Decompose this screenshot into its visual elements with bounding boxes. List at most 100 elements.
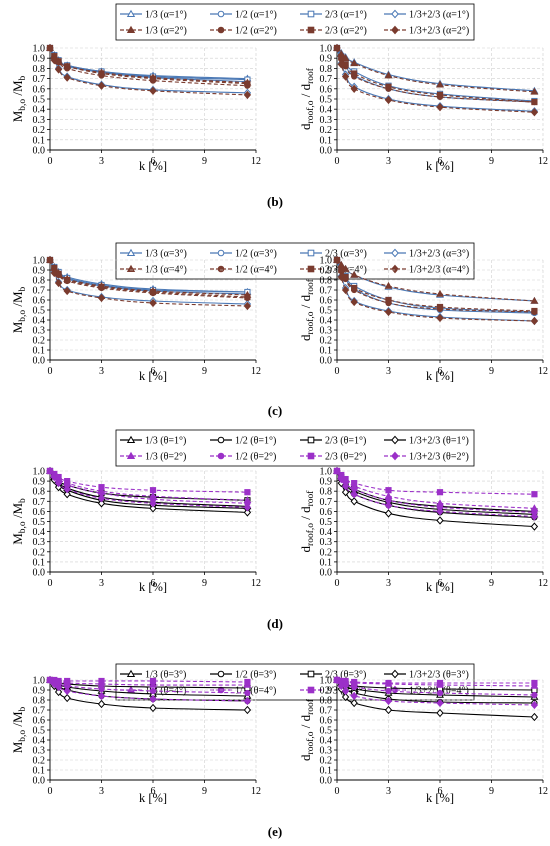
y-tick-label: 0.2 [320, 336, 333, 347]
y-tick-label: 0.1 [320, 346, 333, 357]
legend-label: 1/3+2/3 (θ=2°) [409, 452, 469, 463]
legend-label: 1/3 (θ=3°) [145, 670, 186, 681]
plot-area: 0.00.10.20.30.40.50.60.70.80.91.0 0 3 6 9 12 k… [10, 467, 261, 595]
data-point [341, 692, 350, 702]
x-tick-label: 6 [438, 578, 443, 589]
legend-marker [126, 25, 136, 33]
legend-marker [126, 435, 136, 443]
x-axis-label: k [%] [139, 580, 167, 594]
y-tick-label: 1.0 [320, 44, 333, 55]
data-point [149, 504, 157, 513]
y-tick-label: 0.0 [320, 146, 333, 157]
data-point [337, 474, 345, 484]
legend-label: 2/3 (α=1°) [325, 10, 367, 21]
y-tick-label: 0.5 [320, 517, 333, 528]
data-point [385, 687, 392, 695]
data-point [149, 703, 157, 713]
data-point [243, 503, 252, 512]
x-tick-label: 3 [99, 786, 104, 797]
data-series [333, 466, 539, 521]
y-tick-label: 0.5 [33, 517, 46, 528]
y-tick-label: 1.0 [320, 676, 333, 687]
data-point [149, 75, 157, 82]
data-point [384, 71, 393, 79]
data-point [436, 689, 444, 697]
y-axis-label: Mb,o /Mb [10, 75, 28, 122]
data-point [244, 678, 251, 686]
x-axis-label: k [%] [139, 159, 167, 173]
data-series [333, 44, 538, 105]
data-point [97, 293, 106, 303]
legend-label: 1/2 (θ=3°) [235, 670, 276, 681]
data-point [63, 490, 71, 499]
y-tick-label: 0.6 [320, 716, 333, 727]
y-tick-label: 0.3 [33, 326, 46, 337]
legend-marker [391, 25, 399, 35]
legend-label: 1/3+2/3 (θ=3°) [409, 670, 469, 681]
y-tick-label: 0.1 [33, 557, 46, 568]
data-point [350, 698, 358, 708]
data-series [333, 43, 539, 94]
plot-area: 0.00.10.20.30.40.50.60.70.80.91.0 0 3 6 9 12 k… [298, 467, 548, 595]
legend-marker [391, 435, 399, 445]
data-point [50, 472, 58, 482]
data-point [384, 696, 393, 706]
legend-marker [217, 436, 225, 444]
legend-marker [391, 9, 399, 19]
x-tick-label: 6 [151, 578, 156, 589]
legend-label: 1/2 (θ=4°) [235, 686, 276, 697]
y-tick-label: 0.0 [33, 568, 46, 579]
legend-label: 1/3+2/3 (α=1°) [409, 10, 469, 21]
x-tick-label: 12 [251, 786, 261, 797]
x-tick-label: 12 [538, 786, 548, 797]
legend: 1/3 (α=3°) 1/2 (α=3°) 2/3 (α=3°) 1/3+2/3 (α… [115, 242, 475, 280]
data-point [149, 499, 157, 508]
y-tick-label: 0.5 [33, 95, 46, 106]
legend-marker [307, 26, 315, 34]
plot-area: 0.00.10.20.30.40.50.60.70.80.91.0 0 3 6 9 12 k… [10, 256, 261, 384]
legend-marker [391, 248, 399, 258]
y-tick-label: 0.8 [320, 696, 333, 707]
x-tick-label: 0 [48, 156, 53, 167]
y-tick-label: 0.6 [320, 84, 333, 95]
y-tick-label: 0.7 [33, 497, 46, 508]
x-tick-label: 0 [335, 786, 340, 797]
data-point [436, 679, 444, 687]
y-tick-label: 0.4 [320, 316, 333, 327]
x-tick-label: 6 [438, 156, 443, 167]
data-point [385, 679, 392, 687]
data-point [350, 84, 358, 93]
data-point [530, 296, 539, 304]
data-point [244, 80, 251, 87]
y-tick-label: 0.1 [33, 766, 46, 777]
y-tick-label: 0.0 [320, 568, 333, 579]
data-point [384, 501, 393, 510]
y-tick-label: 0.8 [320, 487, 333, 498]
data-point [436, 289, 444, 297]
legend-marker [391, 264, 399, 274]
data-point [97, 494, 106, 503]
data-point [98, 70, 105, 77]
legend-label: 2/3 (α=3°) [325, 249, 367, 260]
y-tick-label: 0.7 [33, 706, 46, 717]
x-axis-label: k [%] [426, 159, 454, 173]
data-point [341, 72, 350, 81]
data-point [531, 679, 538, 687]
x-tick-label: 6 [438, 786, 443, 797]
y-tick-label: 0.7 [33, 74, 46, 85]
y-tick-label: 1.0 [33, 256, 46, 267]
data-series [46, 466, 252, 512]
series-line [49, 47, 248, 80]
data-point [98, 283, 105, 291]
plot-area: 0.00.10.20.30.40.50.60.70.80.91.0 0 3 6 9 12 k… [298, 676, 548, 806]
y-tick-label: 0.6 [320, 296, 333, 307]
y-tick-label: 0.8 [33, 64, 46, 75]
y-axis-label: droof,o / droof [298, 490, 316, 553]
data-series [333, 467, 538, 521]
data-point [64, 276, 71, 284]
x-tick-label: 0 [48, 578, 53, 589]
legend-marker [307, 670, 315, 678]
y-tick-label: 0.7 [33, 286, 46, 297]
y-tick-label: 0.9 [320, 686, 333, 697]
data-point [531, 307, 538, 315]
